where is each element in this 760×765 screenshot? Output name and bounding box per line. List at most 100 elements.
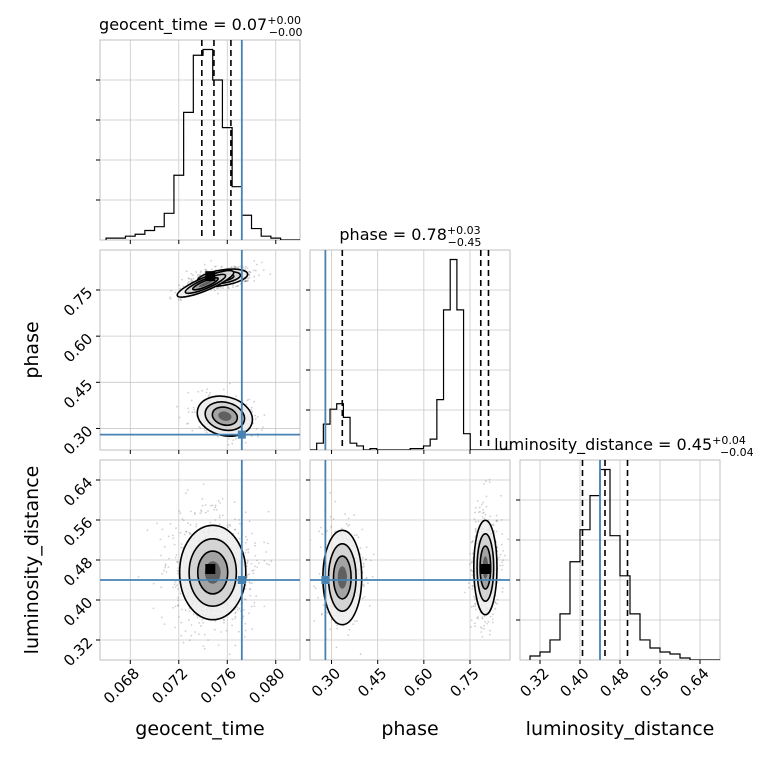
scatter-point (494, 602, 497, 604)
scatter-point (255, 595, 258, 598)
scatter-point (187, 422, 190, 425)
scatter-point (261, 429, 263, 432)
scatter-point (248, 274, 251, 277)
truth-marker (237, 576, 246, 584)
scatter-point (234, 266, 237, 269)
scatter-point (194, 512, 196, 514)
hist-title-geocent_time: geocent_time = 0.07+0.00 (99, 14, 301, 35)
scatter-point (188, 531, 191, 534)
contour-line (332, 555, 352, 600)
scatter-point (475, 608, 477, 611)
scatter-point (470, 619, 473, 622)
scatter-point (232, 286, 234, 289)
scatter-point (474, 527, 477, 530)
contour-line (178, 524, 247, 621)
scatter-point (167, 566, 170, 568)
scatter-point (491, 618, 494, 621)
scatter-point (239, 522, 241, 525)
scatter-point (195, 525, 198, 528)
scatter-point (244, 511, 247, 514)
scatter-point (179, 297, 182, 300)
scatter-point (163, 623, 166, 625)
scatter-point (491, 523, 494, 526)
scatter-point (483, 511, 485, 514)
hist-steps (105, 48, 300, 240)
x-tick-label-luminosity_distance: 0.64 (676, 664, 712, 700)
scatter-point (202, 645, 205, 647)
scatter-point (353, 514, 356, 516)
panel-phase-vs-luminosity_distance (306, 459, 511, 664)
scatter-point (220, 265, 223, 268)
scatter-point (174, 586, 177, 588)
scatter-point (222, 287, 225, 289)
scatter-point (164, 563, 167, 566)
scatter-point (208, 394, 211, 396)
scatter-point (363, 585, 365, 587)
scatter-point (181, 608, 183, 611)
scatter-point (204, 268, 207, 271)
scatter-point (249, 271, 251, 273)
scatter-point (256, 559, 258, 562)
scatter-point (483, 517, 486, 520)
hist-steps (310, 258, 510, 450)
scatter-point (348, 524, 351, 526)
scatter-point (213, 628, 216, 631)
scatter-point (496, 603, 498, 605)
scatter-point (485, 480, 487, 482)
scatter-point (479, 626, 482, 628)
scatter-point (179, 531, 182, 534)
scatter-point (177, 604, 180, 607)
scatter-point (476, 617, 478, 619)
scatter-point (254, 565, 256, 568)
peak-marker (205, 271, 216, 282)
hist-step-line (310, 258, 510, 450)
scatter-point (198, 622, 201, 624)
scatter-point (198, 426, 201, 428)
scatter-point (471, 585, 474, 588)
scatter-point (236, 608, 239, 611)
scatter-point (237, 532, 240, 535)
scatter-point (244, 598, 247, 601)
x-tick-label-luminosity_distance: 0.56 (636, 664, 672, 700)
scatter-point (253, 280, 256, 282)
panel-frame (99, 39, 301, 241)
title-plus: +0.00 (267, 14, 301, 27)
scatter-point (235, 437, 237, 440)
scatter-point (245, 549, 248, 551)
scatter-point (501, 568, 503, 571)
scatter-point (184, 609, 187, 612)
scatter-point (471, 561, 473, 563)
scatter-point (246, 574, 249, 576)
scatter-point (242, 266, 245, 269)
scatter-point (207, 395, 210, 398)
scatter-point (496, 598, 499, 601)
scatter-point (205, 391, 208, 394)
scatter-point (176, 561, 179, 564)
scatter-point (310, 539, 311, 541)
scatter-point (499, 564, 502, 567)
scatter-point (472, 605, 475, 608)
scatter-point (474, 511, 476, 514)
scatter-point (474, 597, 476, 600)
scatter-point (174, 291, 177, 294)
scatter-point (502, 559, 505, 562)
scatter-point (250, 406, 253, 409)
scatter-point (329, 628, 332, 631)
scatter-point (226, 526, 229, 529)
scatter-point (218, 516, 221, 519)
scatter-point (247, 548, 250, 551)
scatter-point (361, 597, 364, 600)
scatter-point (464, 591, 466, 594)
scatter-point (197, 274, 199, 276)
scatter-point (479, 511, 481, 513)
scatter-point (243, 636, 246, 638)
scatter-point (263, 605, 266, 608)
scatter-point (172, 534, 174, 537)
scatter-point (370, 559, 372, 562)
scatter-point (172, 537, 175, 540)
scatter-point (189, 532, 192, 535)
scatter-point (248, 270, 251, 273)
scatter-point (481, 616, 484, 619)
scatter-point (215, 508, 218, 511)
